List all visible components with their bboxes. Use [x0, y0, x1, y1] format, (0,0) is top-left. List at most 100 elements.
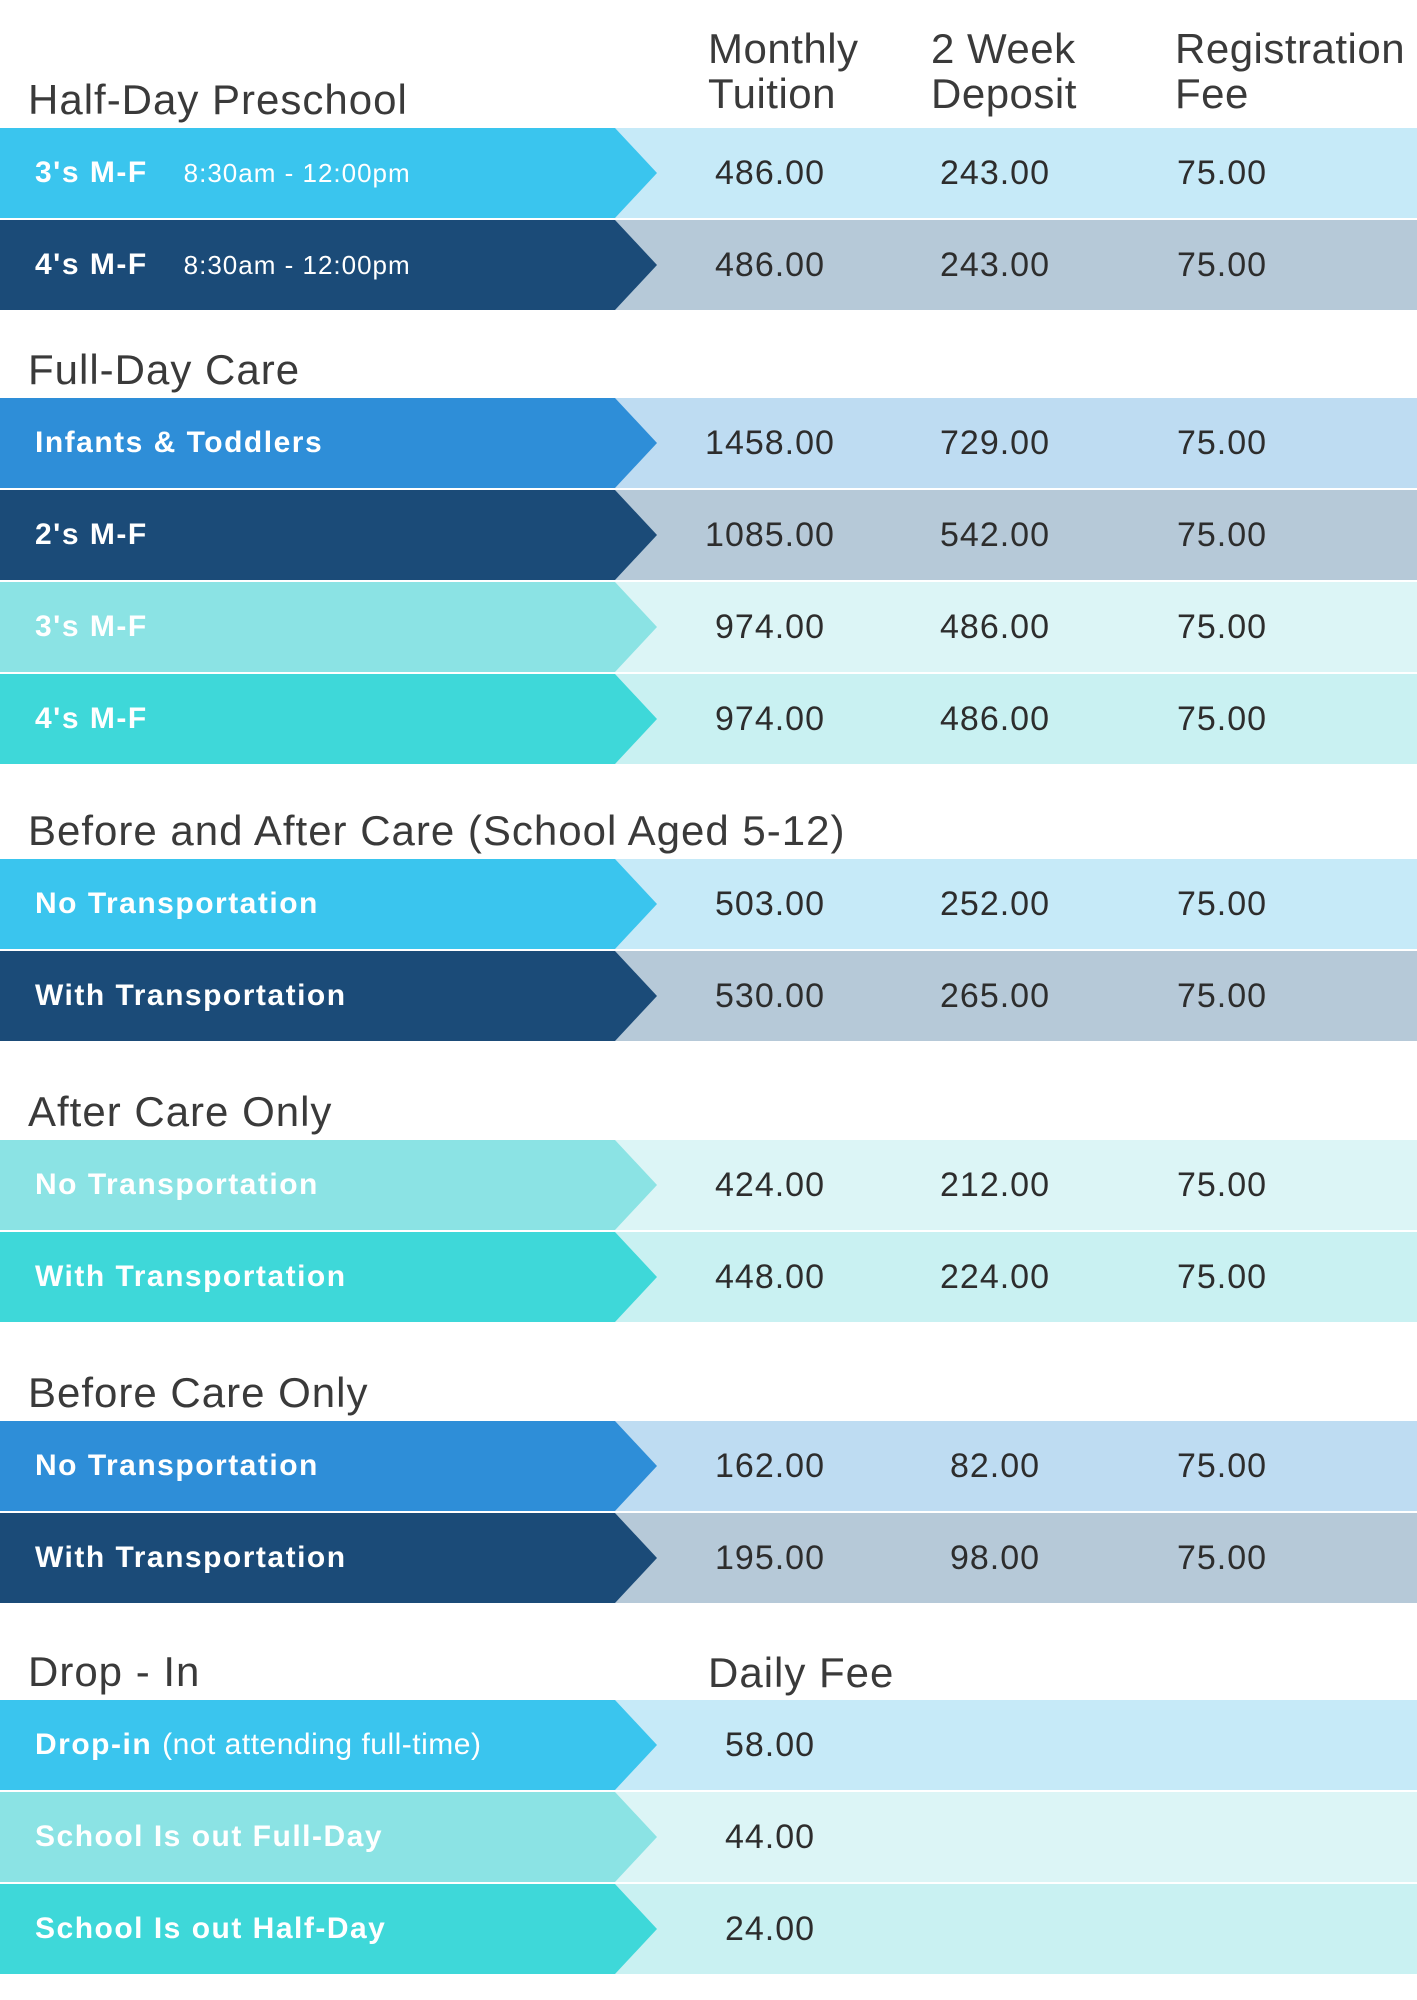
row-arrow-label-banner: No Transportation [0, 1421, 657, 1511]
cell-2-week-deposit: 243.00 [940, 245, 1050, 284]
column-header-line: 2 Week [931, 25, 1076, 72]
row-label: No Transportation [35, 887, 319, 920]
cell-monthly-tuition: 1458.00 [705, 423, 835, 462]
row-arrow-label-banner: 3's M-F [0, 582, 657, 672]
cell-monthly-tuition: 486.00 [715, 245, 825, 284]
row-arrow-label-banner: School Is out Full-Day [0, 1792, 657, 1882]
section-title: After Care Only [28, 1088, 333, 1135]
row-label: 4's M-F [35, 702, 148, 735]
row-arrow-label-banner: No Transportation [0, 1140, 657, 1230]
pricing-row: No Transportation 162.00 82.00 75.00 [0, 1421, 1417, 1511]
section-title: Half-Day Preschool [28, 76, 408, 123]
pricing-row: School Is out Full-Day 44.00 [0, 1792, 1417, 1882]
cell-monthly-tuition: 162.00 [715, 1446, 825, 1485]
cell-monthly-tuition: 1085.00 [705, 515, 835, 554]
cell-registration-fee: 75.00 [1176, 153, 1268, 192]
pricing-row: School Is out Half-Day 24.00 [0, 1884, 1417, 1974]
row-arrow-label-banner: Drop-in (not attending full-time) [0, 1700, 657, 1790]
row-arrow-label-banner: No Transportation [0, 859, 657, 949]
cell-2-week-deposit: 98.00 [949, 1538, 1041, 1577]
column-header-2-week-deposit: 2 Week Deposit [931, 26, 1077, 116]
pricing-row: Drop-in (not attending full-time) 58.00 [0, 1700, 1417, 1790]
row-label: With Transportation [35, 1260, 347, 1293]
row-label: No Transportation [35, 1168, 319, 1201]
cell-2-week-deposit: 82.00 [949, 1446, 1041, 1485]
cell-registration-fee: 75.00 [1176, 699, 1268, 738]
cell-registration-fee: 75.00 [1176, 515, 1268, 554]
row-time-range: 8:30am - 12:00pm [183, 249, 411, 280]
column-header-daily-fee: Daily Fee [708, 1649, 895, 1696]
column-header-registration-fee: Registration Fee [1175, 26, 1405, 116]
cell-registration-fee: 75.00 [1176, 1257, 1268, 1296]
cell-monthly-tuition: 974.00 [715, 607, 825, 646]
cell-registration-fee: 75.00 [1176, 607, 1268, 646]
row-label: 3's M-F [35, 610, 148, 643]
cell-2-week-deposit: 224.00 [940, 1257, 1050, 1296]
cell-registration-fee: 75.00 [1176, 1165, 1268, 1204]
row-label: No Transportation [35, 1449, 319, 1482]
cell-registration-fee: 75.00 [1176, 884, 1268, 923]
column-header-line: Monthly [708, 25, 859, 72]
row-arrow-label-banner: School Is out Half-Day [0, 1884, 657, 1974]
row-label: With Transportation [35, 979, 347, 1012]
pricing-row: No Transportation 424.00 212.00 75.00 [0, 1140, 1417, 1230]
row-arrow-label-banner: With Transportation [0, 951, 657, 1041]
row-note: (not attending full-time) [162, 1728, 482, 1761]
row-arrow-label-banner: 4's M-F 8:30am - 12:00pm [0, 220, 657, 310]
row-arrow-label-banner: Infants & Toddlers [0, 398, 657, 488]
column-header-line: Fee [1175, 70, 1249, 117]
cell-monthly-tuition: 974.00 [715, 699, 825, 738]
pricing-row: 3's M-F 974.00 486.00 75.00 [0, 582, 1417, 672]
row-time-range: 8:30am - 12:00pm [183, 157, 411, 188]
row-label: 2's M-F [35, 518, 148, 551]
cell-registration-fee: 75.00 [1176, 245, 1268, 284]
cell-2-week-deposit: 486.00 [940, 699, 1050, 738]
pricing-row: 4's M-F 974.00 486.00 75.00 [0, 674, 1417, 764]
cell-2-week-deposit: 252.00 [940, 884, 1050, 923]
row-arrow-label-banner: 3's M-F 8:30am - 12:00pm [0, 128, 657, 218]
pricing-row: With Transportation 195.00 98.00 75.00 [0, 1513, 1417, 1603]
row-label: 3's M-F [35, 156, 148, 189]
column-header-line: Tuition [708, 70, 837, 117]
pricing-row: 2's M-F 1085.00 542.00 75.00 [0, 490, 1417, 580]
row-label: 4's M-F [35, 248, 148, 281]
cell-monthly-tuition: 24.00 [724, 1909, 816, 1948]
column-header-line: Registration [1175, 25, 1406, 72]
cell-monthly-tuition: 44.00 [724, 1817, 816, 1856]
cell-2-week-deposit: 729.00 [940, 423, 1050, 462]
cell-2-week-deposit: 542.00 [940, 515, 1050, 554]
cell-registration-fee: 75.00 [1176, 423, 1268, 462]
row-arrow-label-banner: With Transportation [0, 1232, 657, 1322]
column-header-monthly-tuition: Monthly Tuition [708, 26, 859, 116]
cell-monthly-tuition: 503.00 [715, 884, 825, 923]
pricing-row: Infants & Toddlers 1458.00 729.00 75.00 [0, 398, 1417, 488]
row-label: With Transportation [35, 1541, 347, 1574]
cell-monthly-tuition: 58.00 [724, 1725, 816, 1764]
pricing-row: With Transportation 448.00 224.00 75.00 [0, 1232, 1417, 1322]
row-arrow-label-banner: With Transportation [0, 1513, 657, 1603]
pricing-row: 3's M-F 8:30am - 12:00pm 486.00 243.00 75.00 [0, 128, 1417, 218]
row-label: Drop-in [35, 1728, 153, 1761]
cell-2-week-deposit: 486.00 [940, 607, 1050, 646]
cell-monthly-tuition: 424.00 [715, 1165, 825, 1204]
section-title: Drop - In [28, 1648, 201, 1695]
pricing-row: 4's M-F 8:30am - 12:00pm 486.00 243.00 75.00 [0, 220, 1417, 310]
cell-registration-fee: 75.00 [1176, 976, 1268, 1015]
row-arrow-label-banner: 2's M-F [0, 490, 657, 580]
section-title: Full-Day Care [28, 346, 301, 393]
column-header-line: Deposit [931, 70, 1077, 117]
cell-2-week-deposit: 243.00 [940, 153, 1050, 192]
cell-2-week-deposit: 212.00 [940, 1165, 1050, 1204]
cell-monthly-tuition: 195.00 [715, 1538, 825, 1577]
row-label: School Is out Half-Day [35, 1912, 387, 1945]
pricing-row: With Transportation 530.00 265.00 75.00 [0, 951, 1417, 1041]
cell-monthly-tuition: 530.00 [715, 976, 825, 1015]
cell-2-week-deposit: 265.00 [940, 976, 1050, 1015]
cell-registration-fee: 75.00 [1176, 1446, 1268, 1485]
cell-monthly-tuition: 486.00 [715, 153, 825, 192]
pricing-row: No Transportation 503.00 252.00 75.00 [0, 859, 1417, 949]
row-arrow-label-banner: 4's M-F [0, 674, 657, 764]
section-title: Before and After Care (School Aged 5-12) [28, 807, 846, 854]
cell-registration-fee: 75.00 [1176, 1538, 1268, 1577]
